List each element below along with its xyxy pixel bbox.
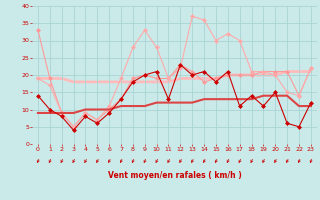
X-axis label: Vent moyen/en rafales ( km/h ): Vent moyen/en rafales ( km/h )	[108, 171, 241, 180]
